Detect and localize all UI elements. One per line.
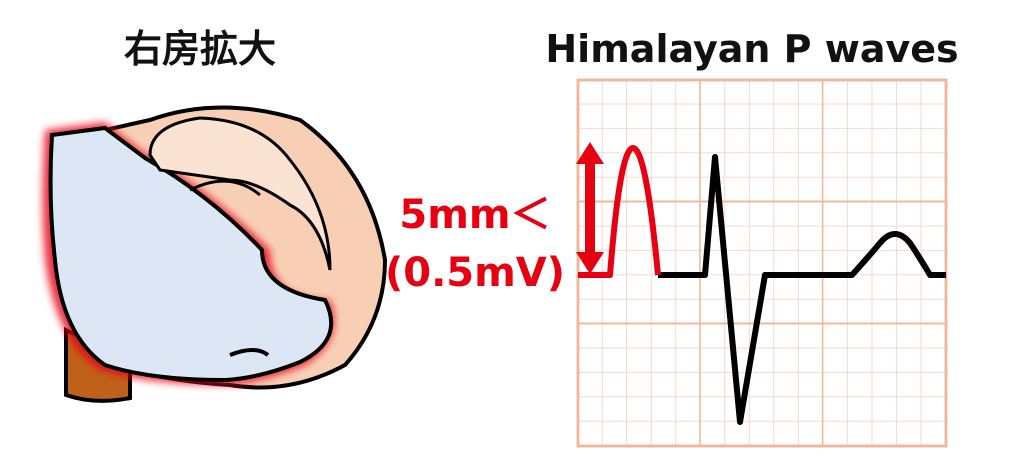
heart-illustration: [42, 105, 388, 403]
qrs-t-trace: [658, 154, 946, 425]
right-title: Himalayan P waves: [545, 27, 958, 71]
amplitude-arrow: [576, 142, 604, 274]
p-wave: [578, 145, 661, 278]
annotation-voltage: (0.5mV): [385, 250, 565, 296]
ecg-grid: [576, 78, 948, 448]
annotation-amplitude: 5mm＜: [399, 192, 550, 238]
left-title: 右房拡大: [124, 27, 276, 71]
